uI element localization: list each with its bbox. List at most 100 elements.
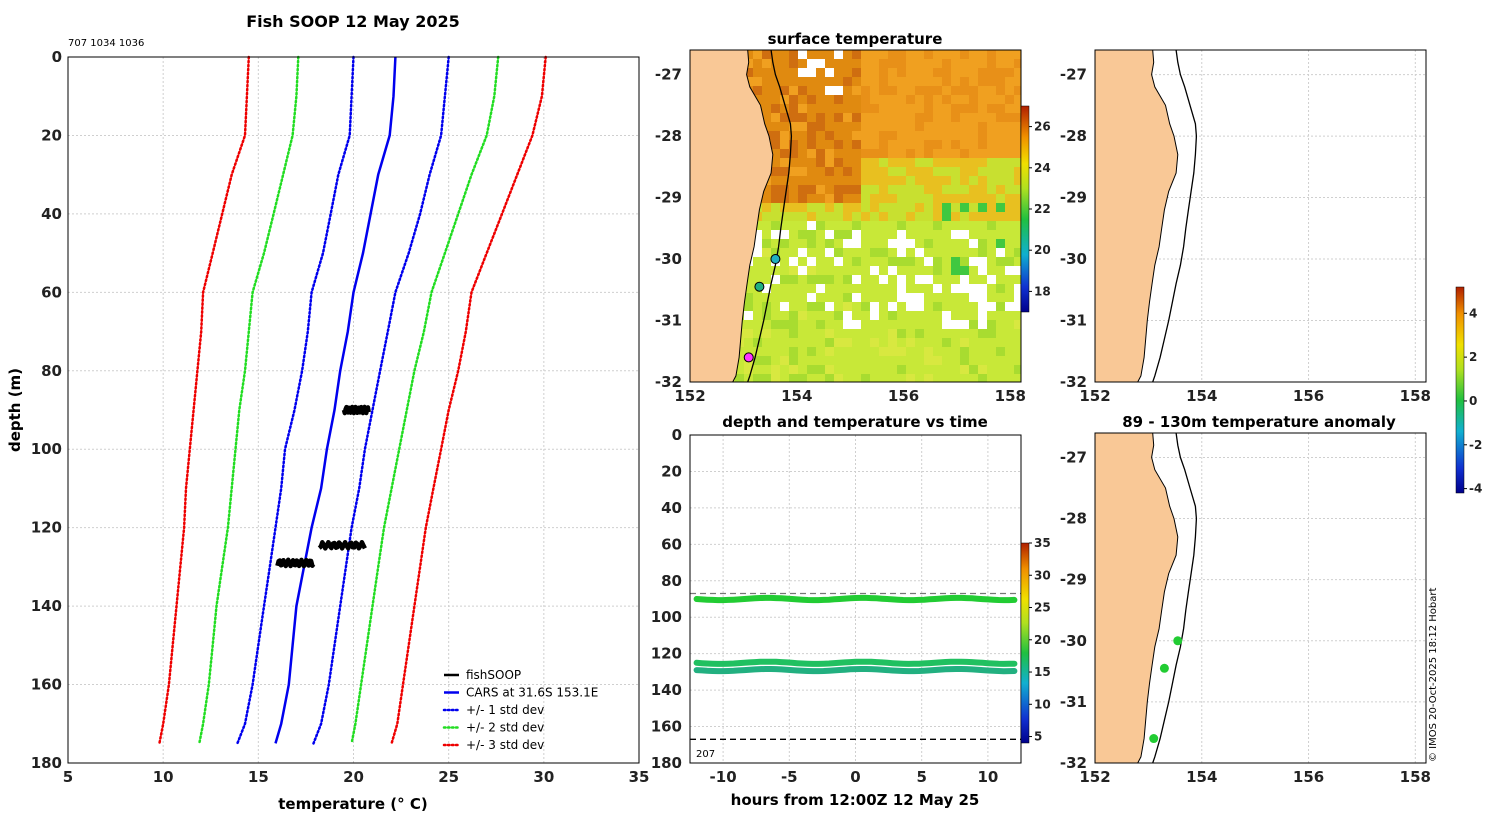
sst-cell — [825, 176, 834, 185]
sst-cell — [1005, 86, 1014, 95]
sst-cell — [852, 347, 861, 356]
sst-cell — [897, 167, 906, 176]
sst-cell — [915, 68, 924, 77]
sst-cell — [852, 284, 861, 293]
sst-cell — [861, 185, 870, 194]
sst-cell — [852, 50, 861, 59]
sst-cell — [861, 113, 870, 122]
sst-cell — [924, 176, 933, 185]
sst-cell — [951, 248, 960, 257]
sst-cell — [888, 158, 897, 167]
sst-cell — [888, 86, 897, 95]
sst-cell — [879, 140, 888, 149]
sst-cell — [897, 176, 906, 185]
sst-cell — [861, 257, 870, 266]
sst-cell — [915, 113, 924, 122]
sst-cell — [798, 77, 807, 86]
map-xtick-label: 156 — [1293, 768, 1324, 786]
map-xtick-label: 158 — [1400, 768, 1431, 786]
sst-cell — [1014, 212, 1021, 221]
sst-cell — [942, 167, 951, 176]
sst-cell — [744, 284, 753, 293]
sst-cell — [807, 302, 816, 311]
sst-cell — [906, 140, 915, 149]
sst-cell — [996, 95, 1005, 104]
sst-cell — [960, 302, 969, 311]
sst-cell — [987, 95, 996, 104]
sst-cell — [861, 374, 870, 382]
sst-cell — [789, 158, 798, 167]
sst-cell — [906, 230, 915, 239]
sst-cell — [942, 203, 951, 212]
sst-cell — [816, 221, 825, 230]
sst-cell — [987, 167, 996, 176]
sst-cell — [942, 77, 951, 86]
sst-cell — [978, 221, 987, 230]
sst-cell — [906, 203, 915, 212]
sst-cell — [843, 194, 852, 203]
sst-cell — [852, 149, 861, 158]
sst-cell — [897, 374, 906, 382]
sst-cell — [816, 230, 825, 239]
sst-cell — [888, 59, 897, 68]
sst-cell — [816, 248, 825, 257]
sst-cell — [798, 230, 807, 239]
sst-cell — [798, 374, 807, 382]
sst-cell — [807, 329, 816, 338]
sst-cell — [915, 50, 924, 59]
sst-cell — [753, 257, 762, 266]
sst-cell — [915, 176, 924, 185]
sst-cell — [933, 149, 942, 158]
time-xlabel: hours from 12:00Z 12 May 25 — [731, 791, 980, 809]
sst-cell — [987, 122, 996, 131]
sst-cell — [762, 266, 771, 275]
sst-cell — [933, 365, 942, 374]
sst-cell — [834, 104, 843, 113]
sst-cell — [879, 221, 888, 230]
sst-cell — [978, 338, 987, 347]
sst-cell — [834, 122, 843, 131]
sst-cell — [951, 212, 960, 221]
copyright: © IMOS 20-Oct-2025 18:12 Hobart — [1428, 587, 1439, 762]
sst-cell — [933, 113, 942, 122]
sst-cell — [915, 185, 924, 194]
sst-cell — [807, 275, 816, 284]
sst-cell — [888, 50, 897, 59]
sst-cell — [1014, 50, 1021, 59]
sst-cell — [951, 104, 960, 113]
sst-cell — [825, 221, 834, 230]
sst-cell — [825, 338, 834, 347]
profile-ytick-label: 100 — [31, 440, 62, 458]
sst-cell — [978, 50, 987, 59]
sst-cell — [825, 50, 834, 59]
sst-cell — [906, 176, 915, 185]
sst-cell — [834, 248, 843, 257]
sst-cell — [861, 95, 870, 104]
sst-cell — [888, 167, 897, 176]
sst-cell — [987, 230, 996, 239]
sst-cell — [780, 347, 789, 356]
sst-cell — [897, 320, 906, 329]
legend-label: +/- 1 std dev — [466, 703, 544, 717]
sst-cell — [996, 266, 1005, 275]
sst-cell — [960, 131, 969, 140]
sst-cell — [996, 77, 1005, 86]
sst-cell — [771, 374, 780, 382]
sst-cell — [807, 50, 816, 59]
sst-cell — [780, 50, 789, 59]
map-xtick-label: 152 — [1079, 768, 1110, 786]
sst-cell — [870, 140, 879, 149]
sst-cell — [762, 185, 771, 194]
sst-cell — [969, 86, 978, 95]
sst-cell — [951, 167, 960, 176]
sst-cell — [879, 59, 888, 68]
sst-cell — [978, 131, 987, 140]
sst-cell — [1005, 59, 1014, 68]
sst-cell — [996, 203, 1005, 212]
sst-cell — [870, 77, 879, 86]
sst-cell — [879, 131, 888, 140]
sst-cell — [942, 230, 951, 239]
sst-cell — [906, 113, 915, 122]
sst-cell — [924, 140, 933, 149]
